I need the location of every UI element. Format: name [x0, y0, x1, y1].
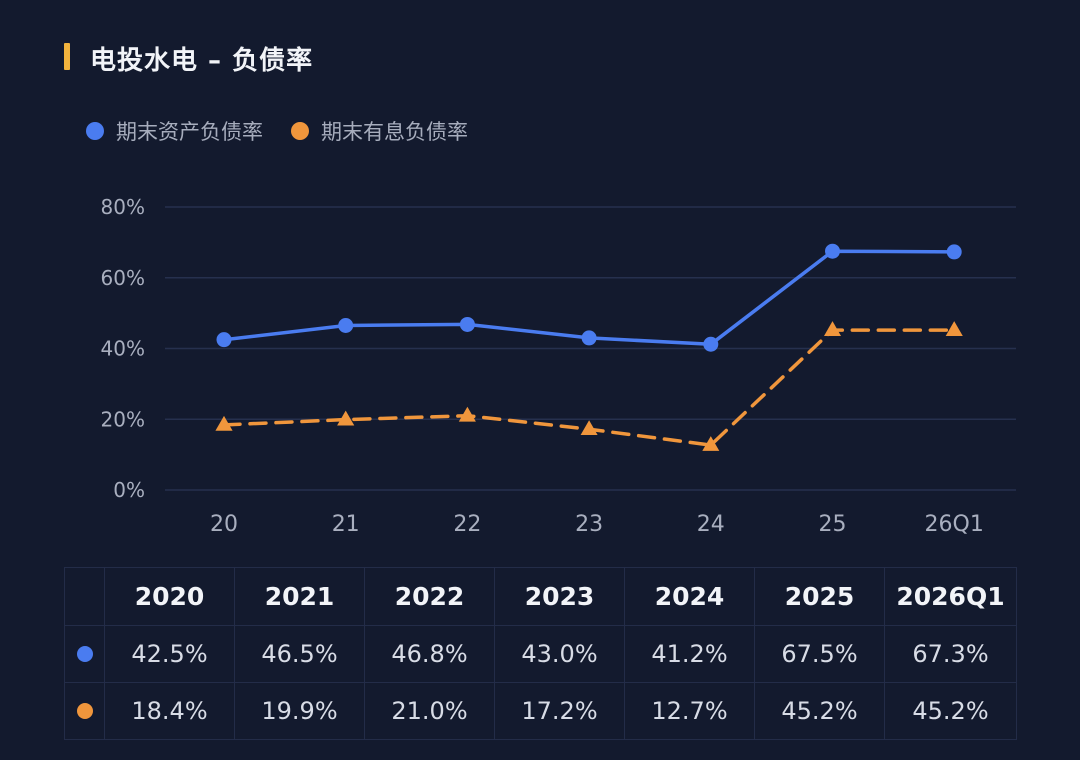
table-header-cell: 2024 — [624, 567, 755, 626]
table-row: 42.5% 46.5% 46.8% 43.0% 41.2% 67.5% 67.3… — [64, 625, 1017, 683]
table-cell: 45.2% — [754, 682, 885, 740]
blue-dot-icon — [86, 122, 104, 140]
table-header-cell: 2020 — [104, 567, 235, 626]
row-marker-cell — [64, 682, 105, 740]
asset-ratio-point — [703, 336, 719, 352]
legend-label-interest-ratio: 期末有息负债率 — [321, 120, 468, 144]
x-tick-label: 20 — [210, 512, 238, 537]
y-tick-label: 40% — [101, 337, 145, 361]
x-tick-label: 21 — [332, 512, 360, 537]
x-tick-label: 26Q1 — [925, 512, 984, 537]
asset-ratio-series-line — [222, 249, 956, 347]
table-cell: 67.5% — [754, 625, 885, 683]
table-header-cell: 2021 — [234, 567, 365, 626]
asset-ratio-point — [338, 318, 354, 334]
table-corner-cell — [64, 567, 105, 626]
table-cell: 17.2% — [494, 682, 625, 740]
interest-ratio-point — [580, 420, 598, 435]
orange-dot-icon — [76, 703, 93, 719]
title-accent-bar — [64, 43, 70, 70]
legend-label-asset-ratio: 期末资产负债率 — [116, 120, 263, 144]
table-cell: 46.8% — [364, 625, 495, 683]
table-cell: 19.9% — [234, 682, 365, 740]
table-cell: 43.0% — [494, 625, 625, 683]
legend-item-asset-ratio[interactable]: 期末资产负债率 — [86, 116, 263, 146]
table-header-cell: 2023 — [494, 567, 625, 626]
asset-ratio-point — [459, 316, 475, 332]
y-tick-label: 0% — [113, 478, 145, 502]
asset-ratio-point — [946, 244, 962, 260]
interest-ratio-point — [945, 321, 963, 336]
x-tick-label: 25 — [819, 512, 847, 537]
x-tick-label: 22 — [453, 512, 481, 537]
table-header-cell: 2022 — [364, 567, 495, 626]
chart-title: 电投水电 – 负债率 — [90, 46, 314, 76]
line-chart: 0% 20% 40% 60% 80% 20 21 22 23 24 25 26Q1 — [101, 195, 1016, 537]
y-tick-label: 80% — [101, 195, 145, 219]
blue-dot-icon — [76, 646, 93, 662]
asset-ratio-point — [581, 330, 597, 346]
legend-item-interest-ratio[interactable]: 期末有息负债率 — [291, 116, 468, 146]
interest-ratio-point — [458, 406, 476, 422]
table-cell: 21.0% — [364, 682, 495, 740]
asset-ratio-point — [216, 332, 232, 348]
table-cell: 42.5% — [104, 625, 235, 683]
table-header-cell: 2026Q1 — [884, 567, 1017, 626]
legend: 期末资产负债率 期末有息负债率 — [86, 116, 496, 146]
interest-ratio-point — [702, 436, 720, 451]
interest-ratio-point — [824, 321, 841, 336]
data-table: 2020 2021 2022 2023 2024 2025 2026Q1 42.… — [64, 567, 1017, 740]
interest-ratio-point — [337, 410, 355, 426]
x-tick-label: 23 — [575, 512, 603, 537]
table-cell: 12.7% — [624, 682, 755, 740]
y-tick-label: 60% — [101, 266, 145, 290]
table-row: 18.4% 19.9% 21.0% 17.2% 12.7% 45.2% 45.2… — [64, 682, 1017, 740]
asset-ratio-point — [825, 243, 840, 259]
table-cell: 67.3% — [884, 625, 1017, 683]
table-cell: 41.2% — [624, 625, 755, 683]
x-tick-label: 24 — [697, 512, 725, 537]
orange-dot-icon — [291, 122, 309, 140]
table-cell: 45.2% — [884, 682, 1017, 740]
row-marker-cell — [64, 625, 105, 683]
table-cell: 46.5% — [234, 625, 365, 683]
interest-ratio-point — [215, 415, 233, 431]
y-tick-label: 20% — [101, 407, 145, 431]
table-header-cell: 2025 — [754, 567, 885, 626]
table-cell: 18.4% — [104, 682, 235, 740]
table-header-row: 2020 2021 2022 2023 2024 2025 2026Q1 — [64, 567, 1017, 626]
